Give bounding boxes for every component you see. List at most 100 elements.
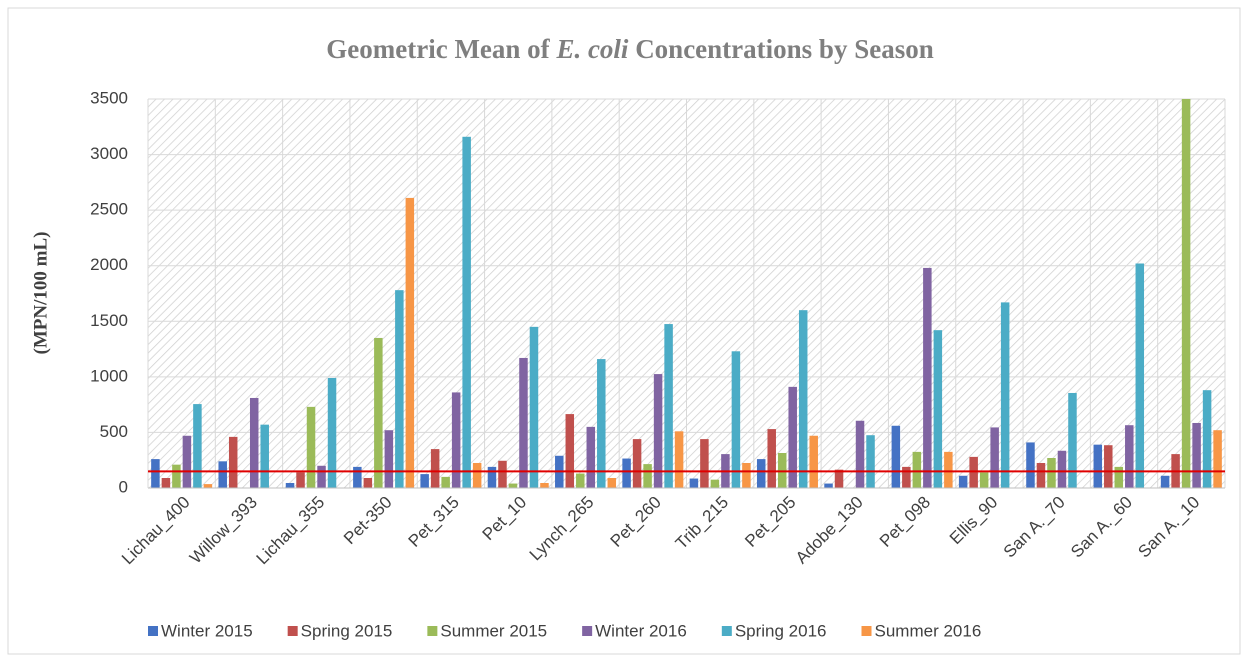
bar	[327, 377, 337, 488]
bar	[296, 472, 305, 488]
bar	[664, 324, 673, 488]
bar	[742, 462, 751, 488]
bar	[1160, 475, 1170, 488]
legend-swatch	[427, 626, 438, 636]
bar	[519, 357, 528, 488]
bar	[472, 462, 482, 488]
bar	[1125, 425, 1134, 488]
bar	[353, 466, 362, 488]
bar	[1000, 302, 1010, 488]
bar	[441, 476, 450, 488]
bar	[632, 439, 642, 488]
bar	[622, 458, 631, 488]
y-tick-label: 3000	[90, 144, 128, 163]
bar	[249, 397, 259, 488]
bar	[834, 469, 844, 488]
bar	[487, 466, 497, 488]
bar	[462, 136, 471, 488]
legend-label: Spring 2016	[735, 621, 827, 640]
bar	[218, 461, 227, 488]
bar	[798, 310, 808, 488]
legend-swatch	[148, 626, 158, 636]
bar	[1026, 442, 1035, 488]
legend-label: Winter 2016	[595, 621, 687, 640]
bar	[788, 386, 797, 488]
bar	[643, 464, 652, 488]
bar	[395, 290, 404, 488]
title-part: Geometric Mean of	[326, 34, 556, 64]
bar	[933, 330, 943, 488]
bar	[529, 326, 539, 488]
bar	[855, 420, 865, 488]
legend-label: Summer 2016	[875, 621, 982, 640]
bar	[767, 429, 776, 488]
bar	[203, 484, 213, 488]
bar	[969, 456, 978, 488]
legend-swatch	[287, 626, 298, 636]
bar	[824, 483, 833, 488]
bar	[1114, 466, 1124, 488]
legend-swatch	[721, 626, 732, 636]
bar	[182, 435, 192, 488]
bar	[1181, 99, 1191, 488]
bar	[1047, 457, 1056, 488]
bar	[1213, 430, 1222, 488]
bar	[700, 439, 709, 488]
bar	[1104, 445, 1113, 488]
bar	[689, 478, 699, 488]
bar	[576, 473, 585, 488]
bar	[540, 482, 549, 488]
bar	[674, 431, 684, 488]
bar	[420, 474, 429, 488]
bar	[891, 425, 901, 488]
y-tick-label: 1500	[90, 311, 128, 330]
bar	[1192, 422, 1201, 488]
title-part: Concentrations by Season	[628, 34, 933, 64]
bar	[979, 472, 989, 488]
legend-label: Spring 2015	[301, 621, 393, 640]
bar	[902, 466, 911, 488]
bar	[923, 267, 932, 488]
bar	[228, 436, 238, 488]
bar	[944, 451, 953, 488]
bar	[809, 435, 818, 488]
bar	[1057, 450, 1067, 488]
bar	[756, 459, 766, 488]
bar	[285, 482, 295, 488]
bar	[1093, 444, 1103, 488]
bar	[498, 460, 507, 488]
y-tick-label: 500	[100, 422, 128, 441]
bar	[990, 427, 999, 488]
bar	[710, 479, 720, 488]
bar	[451, 392, 461, 488]
bar	[565, 414, 575, 488]
bar	[586, 426, 596, 488]
bar	[607, 477, 617, 488]
bar	[1202, 390, 1212, 488]
bar	[1036, 462, 1046, 488]
bar	[151, 459, 160, 488]
bar	[405, 197, 415, 488]
chart-title: Geometric Mean of E. coli Concentrations…	[326, 34, 933, 64]
y-tick-label: 1000	[90, 366, 128, 385]
legend-swatch	[582, 626, 593, 636]
y-tick-label: 3500	[90, 88, 128, 107]
legend-label: Winter 2015	[161, 621, 253, 640]
bar	[260, 424, 269, 488]
legend-swatch	[861, 626, 872, 636]
bar	[374, 337, 383, 488]
bar	[866, 435, 875, 488]
bar	[731, 351, 741, 488]
y-tick-label: 2500	[90, 200, 128, 219]
legend-label: Summer 2015	[440, 621, 547, 640]
bar	[172, 464, 181, 488]
bar	[1135, 263, 1145, 488]
bar	[597, 359, 606, 488]
bar	[430, 449, 440, 488]
y-axis-label: (MPN/100 mL)	[30, 232, 51, 355]
bar	[958, 475, 968, 488]
bar	[161, 477, 171, 488]
bar	[508, 483, 518, 488]
bar	[363, 477, 373, 488]
